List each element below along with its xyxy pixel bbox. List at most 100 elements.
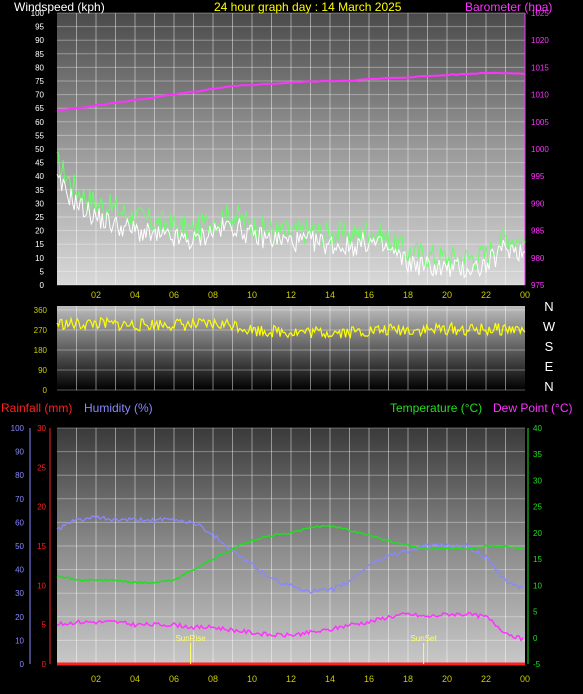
y-tick-label-wind: 5 [40,267,45,276]
y-tick-label-rain: 20 [37,503,46,512]
x-tick-label: 18 [403,290,413,300]
x-tick-label: 10 [247,674,257,684]
compass-label: N [544,379,553,394]
y-tick-label-wind: 20 [35,227,44,236]
y-tick-label-rain: 25 [37,463,46,472]
y-tick-label-rain: 10 [37,581,46,590]
y-tick-label-humidity: 80 [15,471,24,480]
y-tick-label-wind: 55 [35,131,44,140]
dewpoint-label: Dew Point (°C) [493,401,572,415]
y-tick-label-wind: 45 [35,159,44,168]
y-tick-label-temp: 10 [533,581,542,590]
y-tick-label-baro: 985 [531,227,545,236]
y-tick-label-temp: 20 [533,529,542,538]
y-tick-label-baro: 1015 [531,63,549,72]
y-tick-label-wind: 65 [35,104,44,113]
y-tick-label-wind: 60 [35,118,44,127]
gust-series-line [56,151,526,271]
y-tick-label-temp: 15 [533,555,542,564]
y-tick-label-baro: 1000 [531,145,549,154]
compass-label: N [544,299,553,314]
barometer-series-line [56,71,526,112]
y-tick-label-baro: 1020 [531,36,549,45]
x-tick-label: 20 [442,290,452,300]
y-tick-label-wind: 95 [35,23,44,32]
x-tick-label: 06 [169,290,179,300]
x-tick-label: 22 [481,674,491,684]
y-tick-label-direction: 270 [34,326,48,335]
x-tick-label: 16 [364,290,374,300]
y-tick-label-rain: 0 [42,660,47,669]
y-tick-label-wind: 30 [35,199,44,208]
sun-event-label: SunRise [175,634,206,643]
humidity-label: Humidity (%) [84,401,153,415]
y-tick-label-rain: 5 [42,621,47,630]
compass-label: S [545,339,554,354]
y-tick-label-baro: 990 [531,199,545,208]
y-tick-label-humidity: 40 [15,566,24,575]
sun-event-label: SunSet [410,634,437,643]
x-tick-label: 02 [91,290,101,300]
x-tick-label: 12 [286,674,296,684]
chart-title: 24 hour graph day : 14 March 2025 [214,0,402,14]
x-tick-label: 04 [130,290,140,300]
y-tick-label-humidity: 90 [15,448,24,457]
y-tick-label-temp: 5 [533,608,538,617]
y-tick-label-humidity: 100 [11,424,25,433]
y-tick-label-temp: 25 [533,503,542,512]
y-tick-label-wind: 25 [35,213,44,222]
y-tick-label-direction: 0 [43,386,48,395]
y-tick-label-wind: 35 [35,186,44,195]
temperature-label: Temperature (°C) [390,401,482,415]
y-tick-label-wind: 0 [40,281,45,290]
y-tick-label-wind: 40 [35,172,44,181]
y-tick-label-rain: 15 [37,542,46,551]
y-tick-label-humidity: 70 [15,495,24,504]
y-tick-label-rain: 30 [37,424,46,433]
x-tick-label: 04 [130,674,140,684]
y-tick-label-baro: 980 [531,254,545,263]
y-tick-label-direction: 90 [38,366,47,375]
x-tick-label: 10 [247,290,257,300]
direction-plot-area [57,306,525,390]
x-tick-label: 00 [520,290,530,300]
compass-label: E [545,359,554,374]
y-tick-label-wind: 80 [35,63,44,72]
thermo-plot-area [57,428,525,664]
wind-plot-area [57,13,525,285]
y-tick-label-temp: 0 [533,634,538,643]
y-tick-label-baro: 1025 [531,9,549,18]
x-tick-label: 00 [520,674,530,684]
windspeed-series-line [56,174,526,279]
y-tick-label-wind: 50 [35,145,44,154]
y-tick-label-baro: 1005 [531,118,549,127]
rainfall-label: Rainfall (mm) [1,401,72,415]
dewpoint-series-line [56,611,524,642]
y-tick-label-wind: 75 [35,77,44,86]
windspeed-label: Windspeed (kph) [14,0,105,14]
y-tick-label-humidity: 0 [20,660,25,669]
y-tick-label-wind: 90 [35,36,44,45]
barometer-label: Barometer (hpa) [465,0,552,14]
x-tick-label: 16 [364,674,374,684]
x-tick-label: 12 [286,290,296,300]
y-tick-label-baro: 975 [531,281,545,290]
direction-series-line [56,316,526,340]
x-tick-label: 08 [208,674,218,684]
y-tick-label-wind: 10 [35,254,44,263]
y-tick-label-wind: 100 [31,9,45,18]
y-tick-label-direction: 180 [34,346,48,355]
y-tick-label-humidity: 20 [15,613,24,622]
y-tick-label-direction: 360 [34,306,48,315]
x-tick-label: 06 [169,674,179,684]
y-tick-label-temp: 35 [533,450,542,459]
humidity-series-line [56,514,524,594]
x-tick-label: 14 [325,674,335,684]
x-tick-label: 20 [442,674,452,684]
y-tick-label-humidity: 60 [15,518,24,527]
y-tick-label-wind: 70 [35,91,44,100]
y-tick-label-temp: -5 [533,660,541,669]
y-tick-label-humidity: 30 [15,589,24,598]
x-tick-label: 08 [208,290,218,300]
